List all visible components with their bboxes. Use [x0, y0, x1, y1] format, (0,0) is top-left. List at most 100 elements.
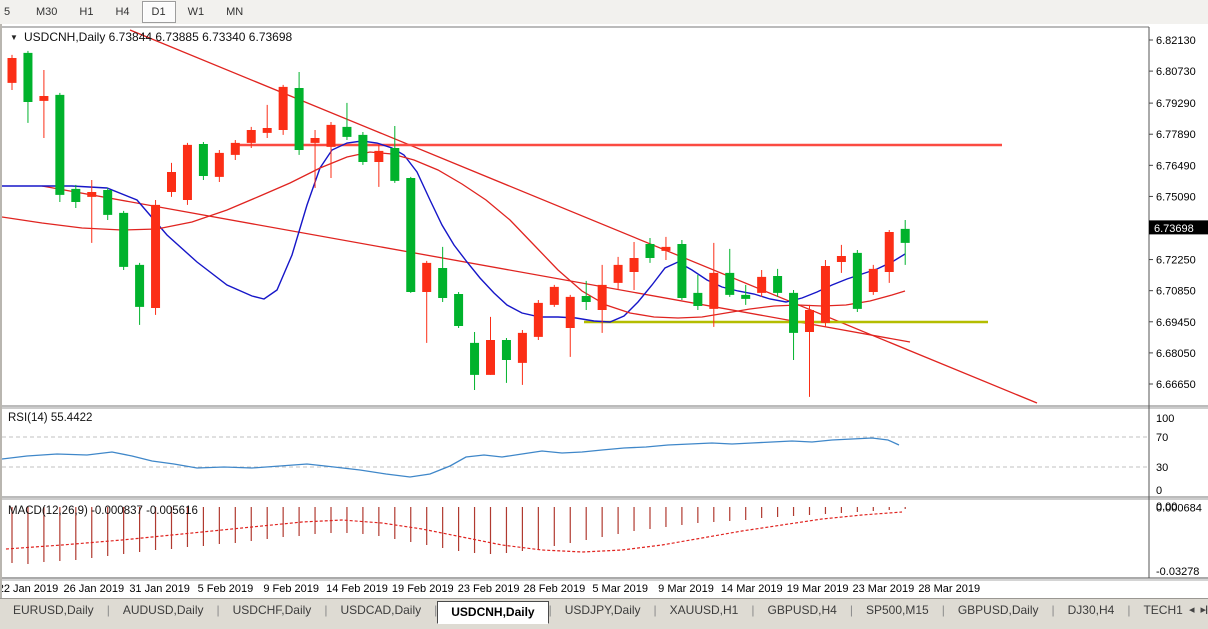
rsi-indicator-line [1, 437, 900, 478]
tab-separator: | [548, 603, 552, 617]
candle-body-bull [390, 148, 400, 181]
date-axis-label: 19 Feb 2019 [392, 583, 454, 595]
chart-tab-usdcad[interactable]: USDCAD,Daily [340, 603, 422, 617]
rsi-axis-label: 0 [1156, 485, 1162, 497]
candle-body-bull [23, 52, 33, 102]
tab-separator: | [434, 603, 438, 617]
candle-body-bull [454, 294, 464, 326]
descending-trendline-secondary [41, 185, 911, 343]
date-axis-label: 19 Mar 2019 [787, 583, 849, 595]
tab-separator: | [216, 603, 220, 617]
candle-body-bull [71, 188, 81, 202]
timeframe-button-h1[interactable]: H1 [79, 6, 94, 18]
candle-body-bear [182, 144, 192, 200]
candle-body-bear [597, 284, 607, 310]
candle-body-bear [7, 58, 17, 83]
macd-axis-top-label: 0.000684 [1156, 503, 1202, 515]
chart-tab-bar: EURUSD,Daily | AUDUSD,Daily | USDCHF,Daily | U… [0, 598, 1208, 629]
tab-separator: | [1051, 603, 1055, 617]
symbol-dropdown-icon: ▼ [10, 33, 18, 42]
price-axis-label: 6.82130 [1156, 35, 1196, 47]
timeframe-toolbar: 5 M30 H1 H4 D1 W1 MN [0, 0, 1208, 25]
chart-tab-usdcnh[interactable]: USDCNH,Daily [437, 601, 549, 624]
candle-body-bear [39, 96, 49, 101]
tab-scroll-left-icon[interactable]: ◂ [1188, 604, 1195, 616]
date-axis-label: 5 Feb 2019 [198, 583, 254, 595]
candle-body-bear [151, 204, 161, 308]
candle-body-bull [725, 272, 735, 295]
price-axis-label: 6.69450 [1156, 317, 1196, 329]
candle-body-bear [629, 258, 639, 272]
chart-tab-gbpusd[interactable]: GBPUSD,Daily [957, 603, 1039, 617]
tab-separator: | [324, 603, 328, 617]
chart-tab-usdjpy[interactable]: USDJPY,Daily [564, 603, 641, 617]
candle-body-bear [884, 232, 894, 272]
candle-body-bear [262, 128, 272, 133]
date-axis-label: 9 Mar 2019 [658, 583, 714, 595]
date-axis-label: 28 Feb 2019 [524, 583, 586, 595]
candle-body-bear [820, 266, 830, 323]
candle-body-bull [645, 244, 655, 258]
candle-body-bear [422, 262, 432, 292]
tab-scroll-right-icon[interactable]: ▸ [1200, 604, 1206, 616]
candle-body-bull [900, 228, 910, 243]
candle-body-bull [358, 134, 368, 162]
slow-ma-line [1, 151, 906, 319]
candle-body-bull [852, 252, 862, 309]
date-axis-label: 22 Jan 2019 [2, 583, 58, 595]
candlestick-chart-canvas[interactable]: ▼ USDCNH,Daily 6.73844 6.73885 6.73340 6.… [0, 24, 1208, 598]
candle-body-bull [773, 276, 783, 293]
timeframe-button-m30[interactable]: M30 [36, 6, 58, 18]
timeframe-button-5[interactable]: 5 [4, 6, 11, 18]
candle-body-bear [613, 264, 623, 283]
candle-body-bull [55, 94, 65, 195]
candle-body-bear [374, 150, 384, 162]
candle-body-bear [565, 296, 575, 328]
candle-body-bear [230, 142, 240, 155]
candle-body-bear [549, 286, 559, 305]
candle-body-bull [438, 268, 448, 298]
candle-body-bear [757, 276, 767, 293]
chart-tab-dj30[interactable]: DJ30,H4 [1067, 603, 1115, 617]
timeframe-button-h4[interactable]: H4 [115, 6, 130, 18]
candle-body-bear [836, 256, 846, 262]
date-axis-label: 5 Mar 2019 [592, 583, 648, 595]
tab-separator: | [1127, 603, 1131, 617]
candle-body-bear [167, 172, 176, 192]
candle-body-bull [789, 292, 799, 333]
date-axis-label: 9 Feb 2019 [263, 583, 319, 595]
price-axis-label: 6.75090 [1156, 191, 1196, 203]
candle-body-bull [103, 190, 113, 215]
candle-body-bear [805, 310, 814, 332]
candle-body-bull [198, 144, 208, 176]
chart-tab-gbpusd[interactable]: GBPUSD,H4 [767, 603, 837, 617]
candle-body-bear [214, 152, 224, 177]
chart-tab-xauusd[interactable]: XAUUSD,H1 [669, 603, 739, 617]
timeframe-button-w1[interactable]: W1 [187, 6, 205, 18]
candle-body-bull [470, 342, 480, 375]
candle-body-bear [533, 302, 543, 337]
chart-tab-sp500[interactable]: SP500,M15 [865, 603, 929, 617]
candle-body-bull [406, 178, 416, 292]
timeframe-button-mn[interactable]: MN [226, 6, 244, 18]
tab-separator: | [653, 603, 657, 617]
rsi-axis-label: 100 [1156, 413, 1174, 425]
price-axis-label: 6.66650 [1156, 379, 1196, 391]
chart-area[interactable]: ▼ USDCNH,Daily 6.73844 6.73885 6.73340 6.… [0, 24, 1208, 598]
candle-body-bull [741, 294, 751, 299]
chart-tab-audusd[interactable]: AUDUSD,Daily [122, 603, 204, 617]
chart-tab-eurusd[interactable]: EURUSD,Daily [13, 603, 94, 617]
candle-body-bear [87, 192, 97, 197]
tab-separator: | [941, 603, 945, 617]
candle-body-bear [326, 124, 336, 147]
macd-axis-bottom-label: -0.03278 [1156, 566, 1199, 578]
tab-separator: | [106, 603, 110, 617]
price-axis-label: 6.70850 [1156, 286, 1196, 298]
candle-body-bull [581, 296, 591, 302]
timeframe-button-d1[interactable]: D1 [141, 1, 176, 23]
candle-body-bear [486, 340, 495, 375]
price-axis-label: 6.76490 [1156, 160, 1196, 172]
chart-tab-usdchf[interactable]: USDCHF,Daily [232, 603, 312, 617]
date-axis-label: 14 Feb 2019 [326, 583, 388, 595]
